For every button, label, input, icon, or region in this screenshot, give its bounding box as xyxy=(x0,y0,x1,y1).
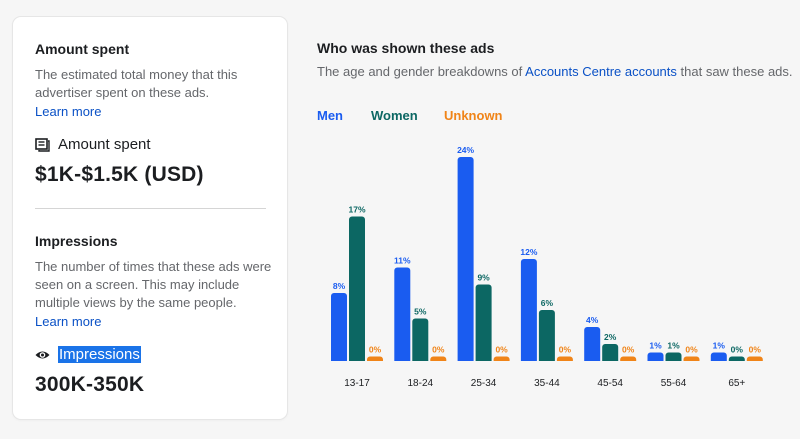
amount-spent-description: The estimated total money that this adve… xyxy=(35,67,238,100)
bar-women-25-34 xyxy=(475,284,492,364)
audience-subtitle-prefix: The age and gender breakdowns of xyxy=(317,64,526,79)
data-label-women-65+: 0% xyxy=(731,345,744,355)
data-label-unknown-65+: 0% xyxy=(749,345,762,355)
amount-spent-learn-more-link[interactable]: Learn more xyxy=(35,104,102,119)
legend-women: Women xyxy=(371,108,418,123)
x-tick-label-45-54: 45-54 xyxy=(597,378,623,389)
impressions-description: The number of times that these ads were … xyxy=(35,259,272,310)
data-label-women-55-64: 1% xyxy=(667,341,680,351)
data-label-unknown-35-44: 0% xyxy=(559,345,572,355)
data-label-men-25-34: 24% xyxy=(457,145,474,155)
bar-baseline-cover xyxy=(708,361,765,365)
x-tick-label-13-17: 13-17 xyxy=(344,378,370,389)
summary-card: Amount spent The estimated total money t… xyxy=(13,17,287,419)
impressions-label: Impressions xyxy=(58,346,141,363)
bar-women-18-24 xyxy=(412,318,429,364)
divider xyxy=(35,208,266,209)
bar-women-45-54 xyxy=(602,344,619,364)
data-label-women-35-44: 6% xyxy=(541,298,554,308)
bar-men-45-54 xyxy=(584,327,601,364)
bar-baseline-cover xyxy=(582,361,639,365)
data-label-unknown-13-17: 0% xyxy=(369,345,382,355)
data-label-women-18-24: 5% xyxy=(414,307,427,317)
data-label-women-45-54: 2% xyxy=(604,332,617,342)
amount-spent-title: Amount spent xyxy=(35,41,130,57)
data-label-men-55-64: 1% xyxy=(649,341,662,351)
amount-spent-label-row: Amount spent xyxy=(35,136,151,153)
x-tick-label-55-64: 55-64 xyxy=(661,378,687,389)
data-label-men-65+: 1% xyxy=(713,341,726,351)
bar-baseline-cover xyxy=(392,361,449,365)
x-tick-label-35-44: 35-44 xyxy=(534,378,560,389)
bar-men-35-44 xyxy=(520,259,537,364)
bar-women-13-17 xyxy=(349,216,365,364)
amount-spent-label: Amount spent xyxy=(58,136,151,153)
data-label-women-25-34: 9% xyxy=(477,273,490,283)
impressions-title: Impressions xyxy=(35,233,118,249)
bar-baseline-cover xyxy=(645,361,702,365)
x-tick-label-65+: 65+ xyxy=(728,378,745,389)
bar-baseline-cover xyxy=(518,361,575,365)
bar-men-25-34 xyxy=(457,157,474,364)
data-label-unknown-18-24: 0% xyxy=(432,345,445,355)
audience-subtitle-suffix: that saw these ads. xyxy=(676,64,793,79)
amount-spent-value: $1K-$1.5K (USD) xyxy=(35,163,204,186)
money-icon xyxy=(35,137,50,152)
bar-men-13-17 xyxy=(331,293,347,364)
x-tick-label-25-34: 25-34 xyxy=(471,378,497,389)
impressions-learn-more-link[interactable]: Learn more xyxy=(35,314,102,329)
data-label-men-18-24: 11% xyxy=(394,256,411,266)
audience-title: Who was shown these ads xyxy=(317,40,495,56)
data-label-unknown-25-34: 0% xyxy=(495,345,508,355)
legend-men: Men xyxy=(317,108,343,123)
impressions-value: 300K-350K xyxy=(35,373,145,396)
bar-baseline-cover xyxy=(329,361,385,365)
data-label-men-35-44: 12% xyxy=(520,247,537,257)
bar-women-35-44 xyxy=(538,310,555,364)
data-label-men-13-17: 8% xyxy=(333,281,346,291)
impressions-label-row: Impressions xyxy=(35,346,141,363)
data-label-unknown-45-54: 0% xyxy=(622,345,635,355)
accounts-centre-link[interactable]: Accounts Centre accounts xyxy=(525,64,677,79)
data-label-unknown-55-64: 0% xyxy=(685,345,698,355)
legend-unknown: Unknown xyxy=(444,108,503,123)
audience-subtitle: The age and gender breakdowns of Account… xyxy=(317,64,793,79)
data-label-men-45-54: 4% xyxy=(586,315,599,325)
bar-baseline-cover xyxy=(455,361,512,365)
x-tick-label-18-24: 18-24 xyxy=(408,378,434,389)
eye-icon xyxy=(35,351,50,358)
bar-men-18-24 xyxy=(394,267,411,364)
data-label-women-13-17: 17% xyxy=(348,205,365,215)
